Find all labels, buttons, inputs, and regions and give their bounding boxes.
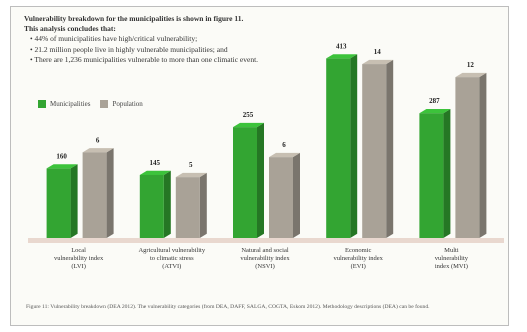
bar-municipalities-3	[233, 127, 257, 238]
data-label-municipalities-2: 145	[150, 159, 161, 167]
bar-municipalities-1-top	[46, 164, 78, 169]
legend-swatch-municipalities	[38, 100, 46, 108]
category-label-2-line-3: (ATVI)	[162, 263, 181, 270]
figure-bullet: • 44% of municipalities have high/critic…	[30, 34, 198, 44]
bar-municipalities-3-top	[233, 122, 264, 128]
bar-population-2-top	[175, 172, 207, 178]
bar-municipalities-2-top	[139, 170, 171, 175]
data-label-population-5: 12	[467, 61, 475, 69]
bar-population-2-side	[199, 172, 207, 238]
category-label-3-line-3: (NSVI)	[255, 263, 275, 270]
category-label-5-line-2: vulnerability	[435, 255, 469, 262]
figure-intro: Vulnerability breakdown for the municipa…	[24, 14, 258, 65]
bar-municipalities-2-side	[163, 170, 171, 238]
data-label-municipalities-4: 413	[336, 42, 347, 50]
category-label-1-line-2: vulnerability index	[54, 255, 104, 262]
figure-caption: Figure 11: Vulnerability breakdown (DEA …	[26, 304, 430, 310]
figure-bullet: • There are 1,236 municipalities vulnera…	[30, 54, 259, 64]
data-label-municipalities-5: 287	[429, 97, 440, 105]
category-label-4-line-2: vulnerability index	[334, 255, 384, 262]
bar-municipalities-5-side	[443, 109, 451, 238]
bar-population-5	[455, 77, 480, 238]
category-label-1-line-1: Local	[71, 247, 86, 254]
category-label-4-line-1: Economic	[345, 247, 371, 254]
bar-population-5-side	[479, 72, 487, 238]
bar-municipalities-1-side	[70, 164, 78, 238]
bar-population-3-top	[269, 152, 300, 158]
legend-label-population: Population	[112, 100, 143, 108]
legend-label-municipalities: Municipalities	[50, 100, 91, 108]
data-label-population-3: 6	[282, 141, 286, 149]
category-label-3-line-2: vulnerability index	[240, 255, 290, 262]
bar-municipalities-5	[419, 113, 444, 238]
data-label-population-2: 5	[189, 161, 193, 169]
legend-swatch-population	[100, 100, 109, 108]
category-label-5-line-1: Multi	[444, 247, 459, 254]
bar-population-4-top	[362, 59, 394, 65]
bar-population-5-top	[455, 72, 487, 78]
bar-municipalities-4-side	[350, 54, 358, 238]
category-label-2-line-2: to climatic stress	[150, 255, 194, 262]
bar-municipalities-1	[46, 168, 71, 238]
figure-intro-title: Vulnerability breakdown for the municipa…	[24, 14, 244, 23]
bar-municipalities-2	[139, 174, 164, 238]
data-label-population-1: 6	[96, 136, 100, 144]
bar-population-4	[362, 64, 387, 238]
category-label-4-line-3: (EVI)	[351, 263, 366, 270]
data-label-population-4: 14	[374, 48, 382, 56]
data-label-municipalities-3: 255	[243, 111, 254, 119]
data-label-municipalities-1: 160	[56, 152, 67, 160]
category-label-3-line-1: Natural and social	[241, 247, 288, 254]
bar-municipalities-4	[326, 58, 351, 238]
figure-bullet: • 21.2 million people live in highly vul…	[30, 44, 228, 54]
chart-floor	[28, 238, 504, 243]
bar-municipalities-4-top	[326, 54, 358, 59]
category-label-5-line-3: index (MVI)	[435, 263, 468, 270]
bar-population-2	[175, 177, 200, 238]
bar-population-3-side	[293, 152, 300, 238]
bar-population-1-side	[106, 148, 114, 238]
category-label-1-line-3: (LVI)	[71, 263, 86, 270]
bar-population-1-top	[82, 148, 114, 153]
figure-intro-subtitle: This analysis concludes that:	[24, 24, 116, 34]
chart-legend: Municipalities Population	[38, 100, 143, 108]
bar-population-3	[269, 157, 293, 238]
bar-municipalities-5-top	[419, 109, 451, 114]
bar-population-4-side	[386, 59, 394, 238]
bar-municipalities-3-side	[257, 122, 264, 238]
bar-population-1	[82, 152, 107, 238]
category-label-2-line-1: Agricultural vulnerability	[138, 247, 205, 254]
